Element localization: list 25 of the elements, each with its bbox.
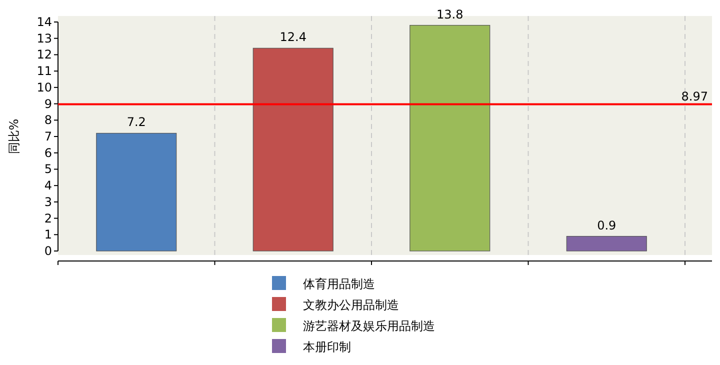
y-tick-label: 2 [44, 211, 52, 226]
y-tick-label: 0 [44, 244, 52, 258]
legend-label: 本册印制 [303, 340, 351, 354]
data-label: 7.2 [126, 115, 146, 130]
data-label: 13.8 [436, 7, 464, 22]
legend-label: 体育用品制造 [303, 277, 375, 291]
data-label: 12.4 [280, 30, 306, 44]
legend-label: 文教办公用品制造 [303, 298, 399, 312]
y-tick-label: 14 [36, 15, 52, 29]
y-tick-label: 6 [44, 146, 52, 160]
y-tick-label: 5 [44, 162, 52, 176]
y-tick-label: 4 [44, 178, 52, 193]
data-label: 0.9 [597, 218, 616, 232]
y-tick-label: 8 [44, 113, 52, 128]
y-tick-label: 12 [36, 48, 52, 62]
y-tick-label: 1 [44, 228, 52, 242]
y-tick-label: 11 [36, 64, 52, 78]
y-tick-label: 3 [44, 194, 52, 209]
y-tick-label: 9 [44, 96, 52, 111]
y-tick-label: 7 [44, 130, 52, 144]
y-axis-title: 同比% [7, 118, 21, 154]
y-tick-label: 13 [36, 31, 52, 46]
legend-label: 游艺器材及娱乐用品制造 [303, 319, 435, 333]
y-tick-label: 10 [36, 80, 52, 94]
ref-line-label: 8.97 [681, 89, 708, 104]
